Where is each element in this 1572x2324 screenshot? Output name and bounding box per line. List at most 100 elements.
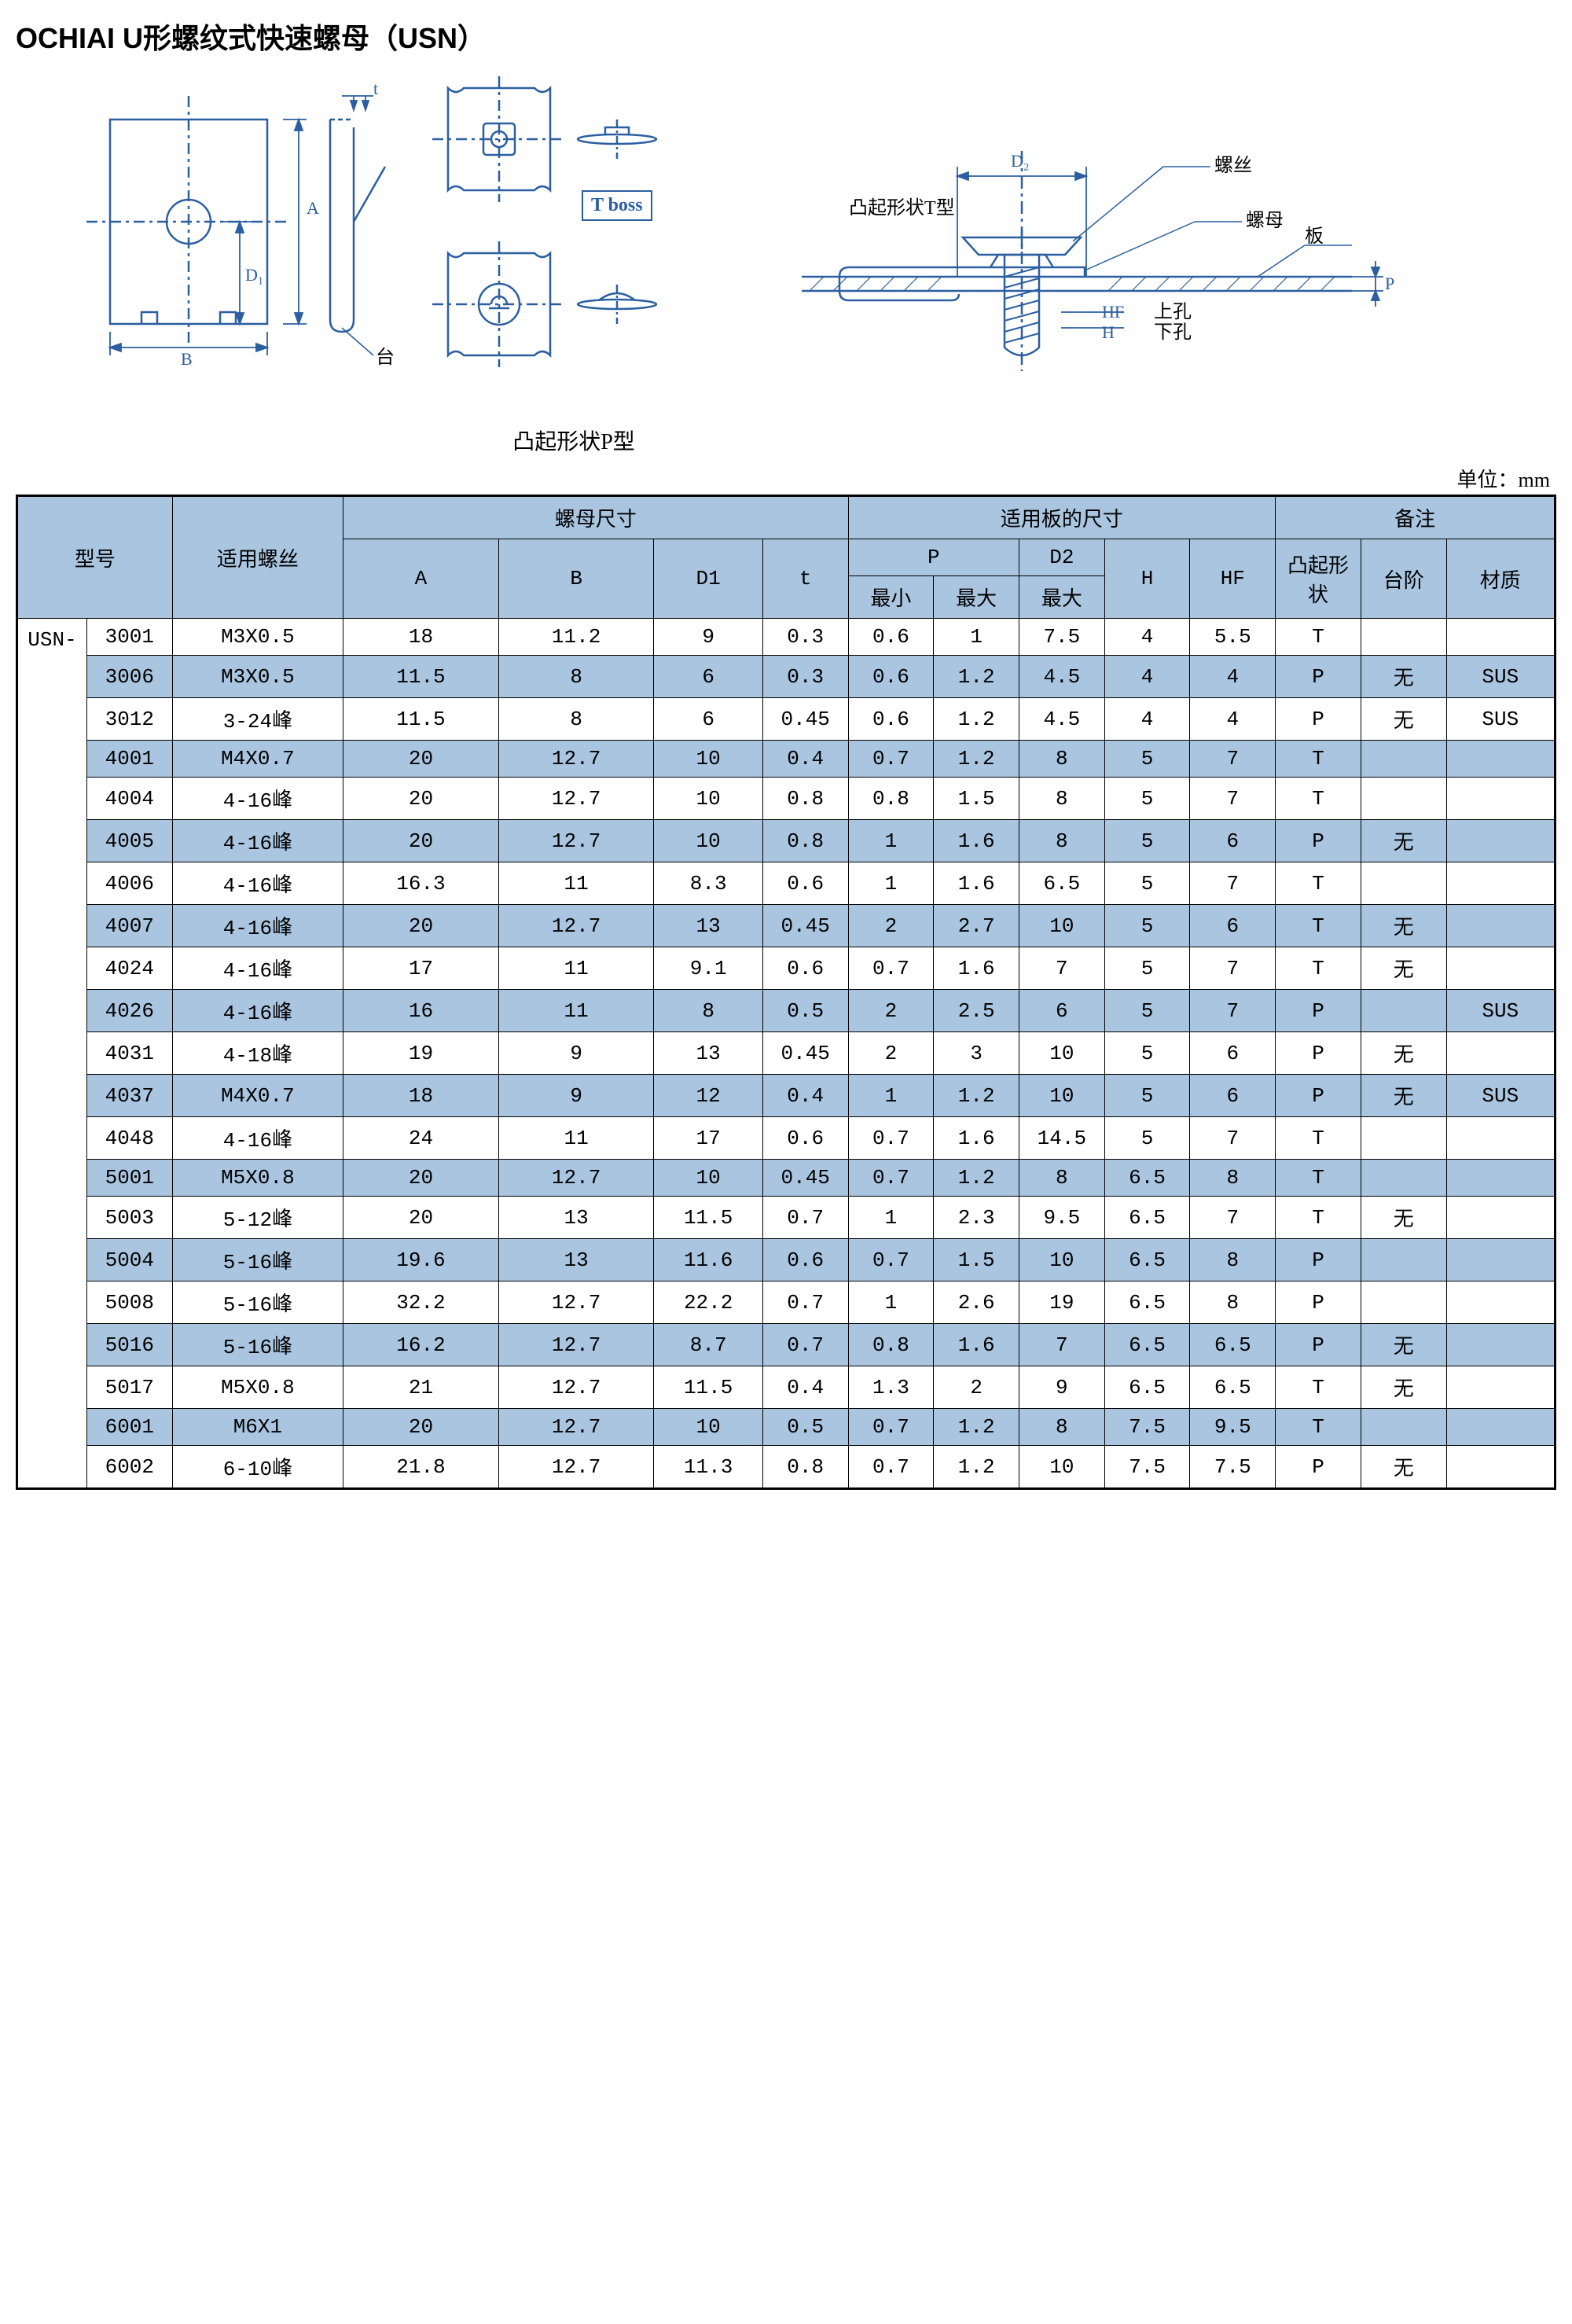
cell-Pmax: 1.2 <box>934 1409 1019 1446</box>
cell-t: 0.45 <box>762 698 848 741</box>
hdr-nutdim: 螺母尺寸 <box>343 496 848 539</box>
cell-D1: 6 <box>654 698 762 741</box>
cell-mat <box>1446 905 1555 947</box>
cell-HF: 7.5 <box>1190 1446 1276 1489</box>
cell-HF: 8 <box>1190 1282 1276 1324</box>
diagram-front-side: A D₁ B t 台阶 <box>63 72 393 371</box>
cell-t: 0.45 <box>762 1160 848 1197</box>
table-row: 6001M6X12012.7100.50.71.287.59.5T <box>17 1409 1555 1446</box>
cell-D2max: 14.5 <box>1019 1117 1105 1160</box>
cell-Pmin: 0.6 <box>848 698 934 741</box>
cell-H: 5 <box>1104 947 1190 990</box>
cell-mat <box>1446 862 1555 905</box>
cell-step <box>1361 862 1446 905</box>
cell-H: 6.5 <box>1104 1282 1190 1324</box>
hdr-d1: D1 <box>654 539 762 619</box>
cell-Pmax: 1.5 <box>934 1239 1019 1282</box>
hdr-step: 台阶 <box>1361 539 1446 619</box>
hdr-t: t <box>762 539 848 619</box>
cell-step <box>1361 1282 1446 1324</box>
cell-boss: P <box>1276 1446 1361 1489</box>
cell-H: 6.5 <box>1104 1239 1190 1282</box>
cell-mat <box>1446 1197 1555 1239</box>
cell-step <box>1361 1160 1446 1197</box>
svg-text:P: P <box>1385 274 1394 293</box>
cell-step: 无 <box>1361 656 1446 698</box>
cell-screw: 3-24峰 <box>172 698 343 741</box>
cell-B: 12.7 <box>498 741 654 778</box>
table-row: 5017M5X0.82112.711.50.41.3296.56.5T无 <box>17 1366 1555 1409</box>
table-row: 50045-16峰19.61311.60.60.71.5106.58P <box>17 1239 1555 1282</box>
cell-Pmax: 1.6 <box>934 1324 1019 1366</box>
cell-t: 0.8 <box>762 820 848 862</box>
svg-text:台阶: 台阶 <box>376 347 393 368</box>
cell-mat <box>1446 1160 1555 1197</box>
cell-boss: P <box>1276 990 1361 1032</box>
cell-Pmin: 0.8 <box>848 1324 934 1366</box>
cell-t: 0.8 <box>762 1446 848 1489</box>
cell-A: 32.2 <box>343 1282 499 1324</box>
cell-code: 4048 <box>86 1117 172 1160</box>
cell-boss: T <box>1276 741 1361 778</box>
cell-t: 0.3 <box>762 656 848 698</box>
hdr-a: A <box>343 539 499 619</box>
table-header: 型号 适用螺丝 螺母尺寸 适用板的尺寸 备注 A B D1 t P D2 H H… <box>17 496 1555 619</box>
svg-text:HF: HF <box>1102 302 1124 322</box>
cell-D2max: 4.5 <box>1019 698 1105 741</box>
cell-D2max: 8 <box>1019 741 1105 778</box>
cell-boss: P <box>1276 698 1361 741</box>
cell-Pmin: 2 <box>848 1032 934 1075</box>
cell-D2max: 8 <box>1019 1409 1105 1446</box>
cell-code: 4004 <box>86 778 172 820</box>
cell-screw: 4-16峰 <box>172 990 343 1032</box>
cell-step <box>1361 1409 1446 1446</box>
cell-H: 4 <box>1104 619 1190 656</box>
cell-H: 5 <box>1104 778 1190 820</box>
cell-screw: 6-10峰 <box>172 1446 343 1489</box>
cell-boss: T <box>1276 619 1361 656</box>
cell-code: 5001 <box>86 1160 172 1197</box>
cell-Pmin: 0.7 <box>848 1160 934 1197</box>
cell-code: 5017 <box>86 1366 172 1409</box>
cell-step <box>1361 1239 1446 1282</box>
prefix-cell: USN- <box>17 619 87 1489</box>
cell-Pmax: 1.6 <box>934 862 1019 905</box>
diagram-area: A D₁ B t 台阶 <box>16 72 1556 456</box>
cell-screw: M5X0.8 <box>172 1160 343 1197</box>
cell-HF: 7 <box>1190 990 1276 1032</box>
cell-HF: 6 <box>1190 820 1276 862</box>
cell-B: 13 <box>498 1239 654 1282</box>
svg-text:板: 板 <box>1305 226 1324 247</box>
cell-screw: M3X0.5 <box>172 619 343 656</box>
cell-t: 0.5 <box>762 990 848 1032</box>
cell-step <box>1361 778 1446 820</box>
cell-B: 13 <box>498 1197 654 1239</box>
cell-code: 5004 <box>86 1239 172 1282</box>
cell-HF: 7 <box>1190 1117 1276 1160</box>
cell-Pmin: 0.7 <box>848 1446 934 1489</box>
cell-H: 7.5 <box>1104 1446 1190 1489</box>
cell-code: 6002 <box>86 1446 172 1489</box>
cell-mat <box>1446 1409 1555 1446</box>
table-row: 40244-16峰17119.10.60.71.6757T无 <box>17 947 1555 990</box>
cell-Pmin: 1.3 <box>848 1366 934 1409</box>
cell-B: 12.7 <box>498 778 654 820</box>
cell-HF: 7 <box>1190 741 1276 778</box>
cell-code: 4006 <box>86 862 172 905</box>
cell-mat: SUS <box>1446 1075 1555 1117</box>
cell-step <box>1361 619 1446 656</box>
cell-mat <box>1446 619 1555 656</box>
cell-Pmin: 1 <box>848 862 934 905</box>
svg-text:D₂: D₂ <box>1011 151 1030 171</box>
cell-mat <box>1446 1366 1555 1409</box>
cell-boss: P <box>1276 656 1361 698</box>
cell-Pmax: 2.3 <box>934 1197 1019 1239</box>
cell-D1: 9 <box>654 619 762 656</box>
hdr-screw: 适用螺丝 <box>172 496 343 619</box>
cell-A: 16.3 <box>343 862 499 905</box>
cell-boss: P <box>1276 1075 1361 1117</box>
cell-screw: 4-16峰 <box>172 820 343 862</box>
cell-step: 无 <box>1361 820 1446 862</box>
cell-code: 3001 <box>86 619 172 656</box>
cell-B: 12.7 <box>498 1446 654 1489</box>
